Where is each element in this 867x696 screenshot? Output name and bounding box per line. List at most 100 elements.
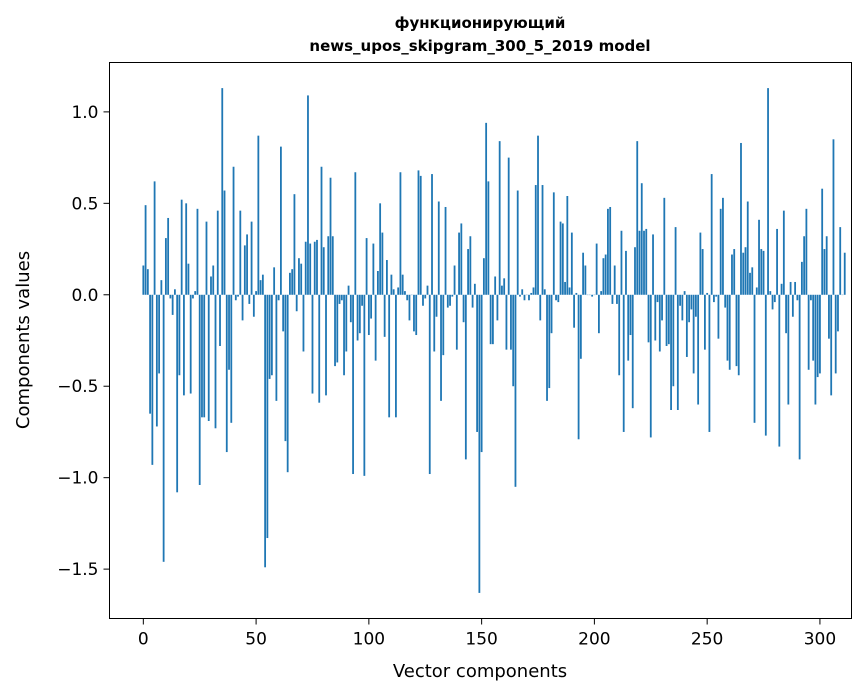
bar-174 xyxy=(534,185,537,295)
bar-297 xyxy=(812,294,815,361)
bar-11 xyxy=(167,217,170,295)
bar-294 xyxy=(805,208,808,295)
bar-267 xyxy=(744,247,747,295)
bar-144 xyxy=(467,249,469,295)
bar-232 xyxy=(665,294,668,346)
bar-239 xyxy=(681,294,684,321)
bar-276 xyxy=(764,294,767,436)
bar-135 xyxy=(446,294,449,308)
bar-126 xyxy=(426,285,429,295)
bar-108 xyxy=(386,260,388,295)
bar-32 xyxy=(214,294,217,429)
bar-8 xyxy=(160,280,163,295)
bar-64 xyxy=(286,294,289,473)
bar-115 xyxy=(401,274,404,295)
y-tick-label: −1.0 xyxy=(57,469,98,489)
bar-58 xyxy=(273,267,276,295)
bar-78 xyxy=(318,294,321,403)
bar-122 xyxy=(417,170,420,295)
bar-20 xyxy=(187,263,190,295)
bar-251 xyxy=(708,294,711,432)
bar-25 xyxy=(198,294,201,485)
bar-258 xyxy=(724,294,727,308)
x-axis-ticks: 0 50 100 150 200 250 300 xyxy=(138,618,836,650)
bar-79 xyxy=(320,166,323,295)
bar-127 xyxy=(428,294,431,475)
bar-305 xyxy=(830,294,833,396)
bar-145 xyxy=(469,236,472,295)
bar-183 xyxy=(555,294,557,301)
bar-288 xyxy=(791,294,794,317)
bar-229 xyxy=(658,294,661,352)
bar-157 xyxy=(496,294,499,321)
bar-283 xyxy=(780,283,783,295)
bar-136 xyxy=(449,294,451,306)
bar-162 xyxy=(507,157,510,295)
bar-216 xyxy=(629,294,632,336)
bar-256 xyxy=(719,208,722,295)
bar-209 xyxy=(613,265,616,295)
bar-86 xyxy=(336,294,339,363)
bar-155 xyxy=(492,294,494,345)
bar-50 xyxy=(255,291,257,295)
bar-52 xyxy=(259,280,262,295)
bar-129 xyxy=(433,294,436,352)
bar-48 xyxy=(250,221,253,295)
bar-106 xyxy=(381,232,384,295)
plot-frame xyxy=(109,62,852,619)
bar-218 xyxy=(634,247,636,295)
bar-103 xyxy=(374,294,377,361)
bar-61 xyxy=(280,146,282,295)
bar-148 xyxy=(476,294,479,432)
bar-219 xyxy=(636,141,639,295)
bar-116 xyxy=(404,291,406,295)
bar-107 xyxy=(383,294,386,337)
bar-121 xyxy=(415,294,418,336)
bar-194 xyxy=(579,294,582,359)
bar-112 xyxy=(395,294,397,418)
bar-5 xyxy=(153,181,156,295)
bar-85 xyxy=(334,294,336,367)
bar-180 xyxy=(548,294,551,389)
y-tick-label: −1.5 xyxy=(57,560,98,580)
bar-237 xyxy=(676,294,679,410)
bar-65 xyxy=(289,272,291,295)
bar-44 xyxy=(241,294,244,321)
bar-169 xyxy=(523,294,526,301)
y-tick-label: −0.5 xyxy=(57,377,98,397)
bar-178 xyxy=(543,289,546,295)
bar-97 xyxy=(361,294,363,306)
bar-67 xyxy=(293,194,296,295)
bar-152 xyxy=(485,122,488,295)
bar-242 xyxy=(688,294,691,323)
bar-302 xyxy=(823,249,826,295)
bar-35 xyxy=(221,88,224,295)
bar-271 xyxy=(753,294,756,423)
bar-88 xyxy=(340,294,343,301)
bar-10 xyxy=(164,238,167,295)
y-tick-label: 0.5 xyxy=(71,194,98,214)
x-tick-label: 300 xyxy=(804,630,836,650)
bar-63 xyxy=(284,294,287,442)
bar-274 xyxy=(760,249,763,295)
bar-55 xyxy=(266,294,269,539)
bar-19 xyxy=(185,203,188,295)
bar-307 xyxy=(834,294,837,374)
bar-243 xyxy=(690,294,693,310)
bar-142 xyxy=(462,294,465,323)
bar-125 xyxy=(424,294,427,299)
bar-175 xyxy=(537,135,539,295)
bar-98 xyxy=(363,294,366,476)
bar-272 xyxy=(755,287,758,295)
bar-189 xyxy=(568,287,571,295)
x-tick-label: 50 xyxy=(245,630,267,650)
bar-284 xyxy=(782,210,785,295)
bar-240 xyxy=(683,291,686,295)
bar-92 xyxy=(349,294,352,323)
bar-214 xyxy=(625,250,627,295)
bar-66 xyxy=(291,269,294,295)
bar-293 xyxy=(803,236,806,295)
bar-2 xyxy=(146,269,149,295)
bar-143 xyxy=(464,294,467,460)
bar-223 xyxy=(645,228,648,295)
